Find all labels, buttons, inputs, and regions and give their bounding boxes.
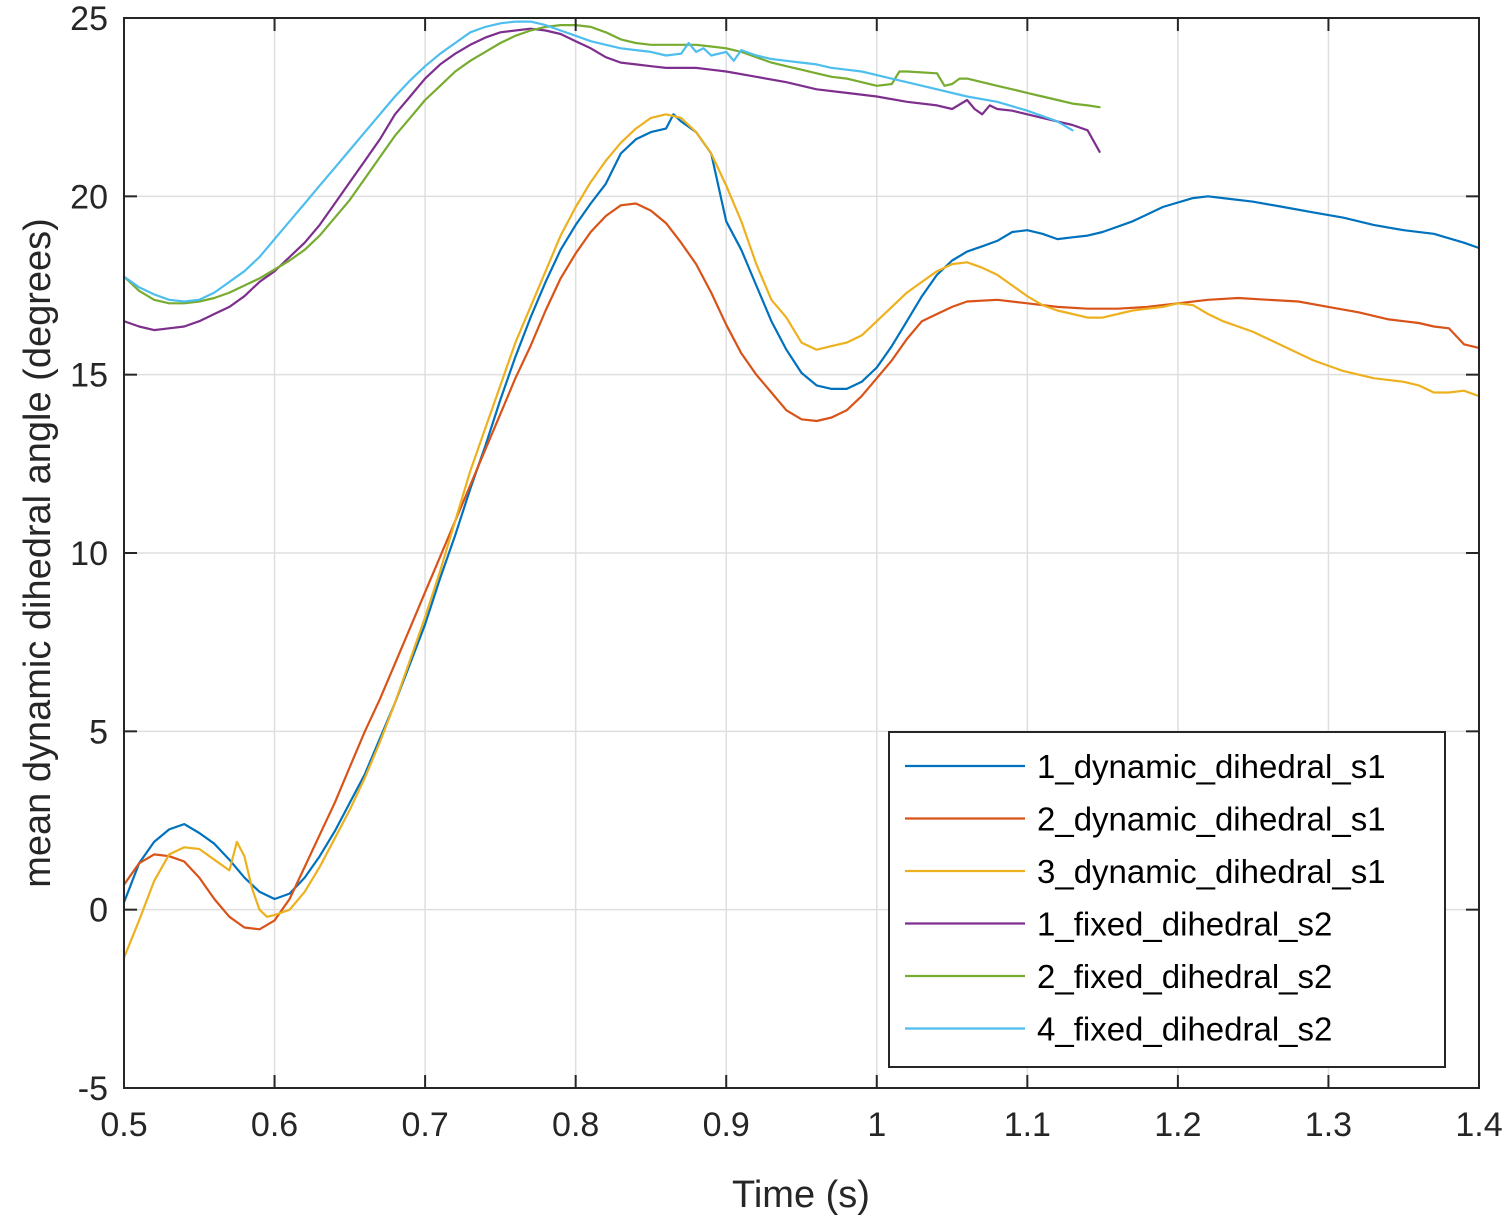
series-lines xyxy=(122,20,1481,959)
x-tick-label: 1 xyxy=(867,1106,886,1144)
legend-label: 1_fixed_dihedral_s2 xyxy=(1037,906,1332,943)
y-tick-label: 15 xyxy=(70,357,108,395)
x-tick-label: 0.8 xyxy=(552,1106,599,1144)
x-tick-label: 0.9 xyxy=(703,1106,750,1144)
x-tick-label: 0.5 xyxy=(100,1106,147,1144)
series-line-4_fixed_dihedral_s2 xyxy=(122,20,1074,303)
y-axis-label: mean dynamic dihedral angle (degrees) xyxy=(17,218,59,888)
series-line-3_dynamic_dihedral_s1 xyxy=(122,113,1481,959)
x-axis-label: Time (s) xyxy=(732,1174,870,1216)
y-tick-label: 20 xyxy=(70,178,108,216)
axis-ticks: 0.5 0.6 0.7 0.8 0.9 1 1.1 1.2 1.3 1.4 -5 0 5 10 15 20 25 xyxy=(70,0,1502,1144)
series-line-2_dynamic_dihedral_s1 xyxy=(122,202,1481,931)
y-tick-label: 0 xyxy=(89,892,108,930)
x-tick-label: 1.4 xyxy=(1455,1106,1502,1144)
legend-label: 2_dynamic_dihedral_s1 xyxy=(1037,801,1386,838)
x-tick-label: 1.2 xyxy=(1154,1106,1201,1144)
legend-label: 2_fixed_dihedral_s2 xyxy=(1037,958,1332,995)
series-line-2_fixed_dihedral_s2 xyxy=(122,24,1101,305)
legend-label: 4_fixed_dihedral_s2 xyxy=(1037,1011,1332,1048)
series-line-1_fixed_dihedral_s2 xyxy=(122,27,1101,332)
legend-label: 1_dynamic_dihedral_s1 xyxy=(1037,748,1386,785)
legend-box xyxy=(888,731,1446,1068)
y-tick-label: -5 xyxy=(78,1070,108,1108)
x-tick-label: 0.6 xyxy=(251,1106,298,1144)
legend: 1_dynamic_dihedral_s1 2_dynamic_dihedral_… xyxy=(888,731,1446,1068)
x-tick-label: 0.7 xyxy=(401,1106,448,1144)
y-tick-label: 5 xyxy=(89,713,108,751)
x-tick-label: 1.3 xyxy=(1305,1106,1352,1144)
y-tick-label: 25 xyxy=(70,0,108,38)
x-tick-label: 1.1 xyxy=(1004,1106,1051,1144)
y-tick-label: 10 xyxy=(70,535,108,573)
legend-label: 3_dynamic_dihedral_s1 xyxy=(1037,853,1386,890)
